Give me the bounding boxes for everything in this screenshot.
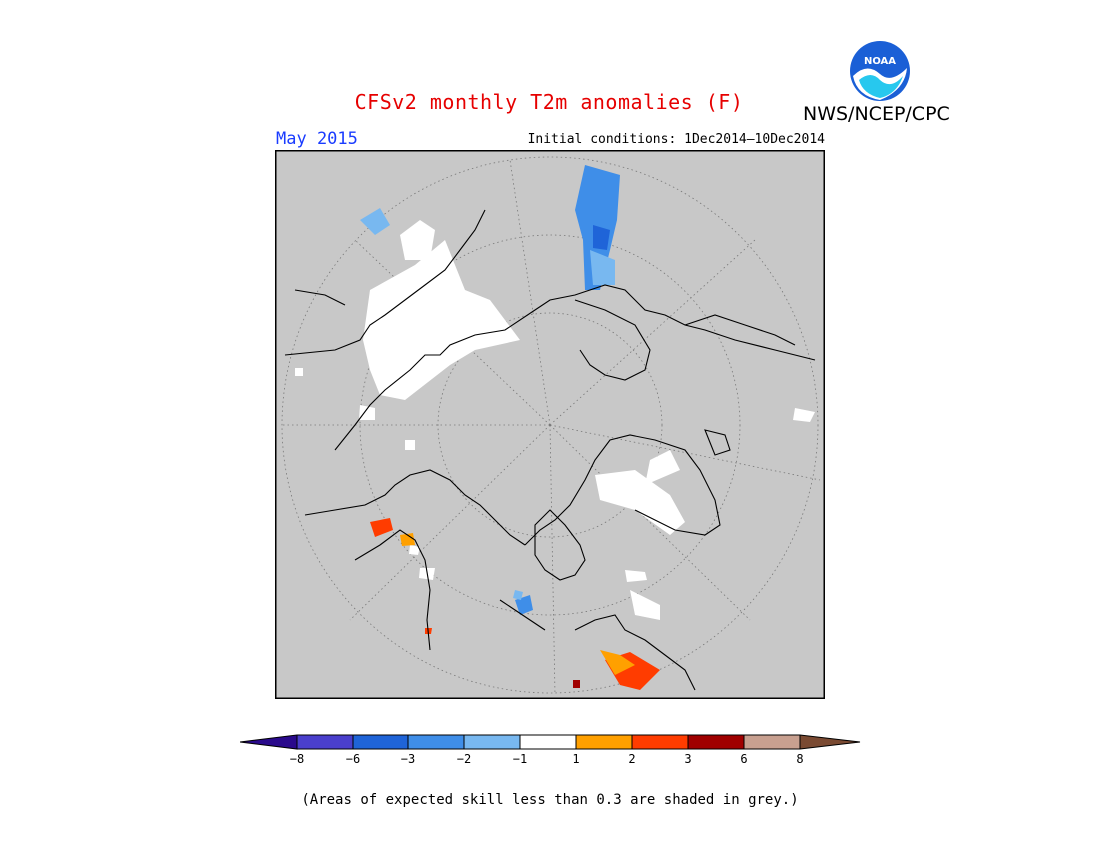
skill-footnote: (Areas of expected skill less than 0.3 a… — [301, 792, 799, 808]
legend-swatch — [576, 735, 632, 749]
legend-label: 6 — [740, 752, 748, 766]
legend-swatch — [353, 735, 408, 749]
legend-label: 3 — [684, 752, 692, 766]
dark-blue-anomaly-area — [593, 225, 610, 250]
legend-label: 1 — [572, 752, 580, 766]
map-title: CFSv2 monthly T2m anomalies (F) — [354, 90, 744, 114]
legend-label: −1 — [512, 752, 528, 766]
coastlines — [284, 209, 816, 691]
orange-anomaly-areas — [400, 533, 635, 675]
legend-swatch — [744, 735, 800, 749]
color-legend — [240, 734, 861, 750]
initial-conditions: Initial conditions: 1Dec2014–10Dec2014 — [527, 132, 825, 147]
map-frame — [275, 150, 825, 699]
legend-swatch — [632, 735, 688, 749]
noaa-logo: NOAA — [850, 41, 910, 101]
forecast-month: May 2015 — [276, 129, 358, 149]
legend-swatch — [464, 735, 520, 749]
graticule — [281, 156, 821, 696]
legend-label: −6 — [345, 752, 361, 766]
polar-map — [275, 150, 825, 699]
legend-swatch — [408, 735, 464, 749]
svg-text:NOAA: NOAA — [864, 56, 896, 67]
legend-swatch — [297, 735, 353, 749]
legend-label: −2 — [456, 752, 472, 766]
legend-label: 2 — [628, 752, 636, 766]
legend-label: −3 — [400, 752, 416, 766]
legend-arrow-high — [800, 735, 860, 749]
light-blue-anomaly-areas — [360, 208, 615, 600]
legend-swatch — [688, 735, 744, 749]
dark-red-anomaly-areas — [573, 680, 580, 688]
legend-label: 8 — [796, 752, 804, 766]
white-anomaly-areas — [295, 220, 815, 620]
agency-label: NWS/NCEP/CPC — [803, 103, 950, 125]
legend-arrow-low — [240, 735, 297, 749]
legend-label: −8 — [289, 752, 305, 766]
legend-swatch — [520, 735, 576, 749]
